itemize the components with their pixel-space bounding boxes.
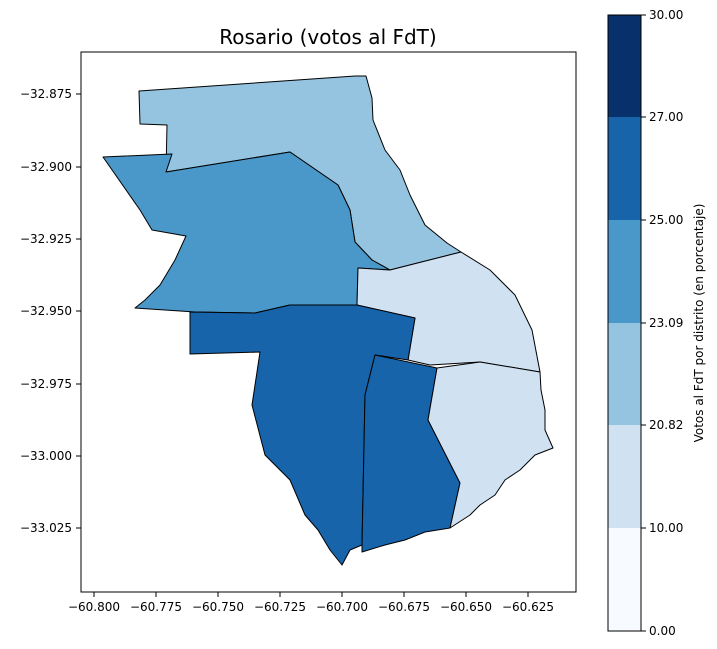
x-tick-label: −60.650: [440, 600, 492, 614]
colorbar-segment: [608, 15, 641, 117]
colorbar: 0.00 10.00 20.82 23.09 25.00 27.00 30.00…: [607, 8, 706, 638]
colorbar-tick-label: 25.00: [649, 213, 683, 227]
colorbar-label: Votos al FdT por distrito (en porcentaje…: [692, 204, 706, 443]
colorbar-segment: [608, 425, 641, 528]
x-tick-label: −60.625: [502, 600, 554, 614]
colorbar-tick-label: 23.09: [649, 316, 683, 330]
colorbar-tick-label: 0.00: [649, 624, 676, 638]
x-tick-label: −60.800: [68, 600, 120, 614]
x-tick-label: −60.675: [378, 600, 430, 614]
colorbar-tick-label: 20.82: [649, 418, 683, 432]
colorbar-segment: [608, 528, 641, 631]
y-tick-label: −32.925: [20, 232, 72, 246]
y-tick-label: −32.950: [20, 304, 72, 318]
colorbar-segment: [608, 117, 641, 220]
y-tick-label: −32.975: [20, 377, 72, 391]
x-tick-label: −60.700: [316, 600, 368, 614]
x-tick-label: −60.750: [192, 600, 244, 614]
map-title: Rosario (votos al FdT): [219, 25, 436, 49]
colorbar-tick-label: 10.00: [649, 521, 683, 535]
colorbar-tick-label: 30.00: [649, 8, 683, 22]
x-tick-label: −60.725: [254, 600, 306, 614]
y-tick-label: −33.025: [20, 521, 72, 535]
y-tick-label: −32.875: [20, 87, 72, 101]
x-axis: −60.800 −60.775 −60.750 −60.725 −60.700 …: [68, 592, 554, 614]
colorbar-tick-label: 27.00: [649, 110, 683, 124]
district-center-south[interactable]: [189, 304, 416, 566]
district-southeast[interactable]: [427, 361, 554, 529]
y-tick-label: −32.900: [20, 160, 72, 174]
x-tick-label: −60.775: [130, 600, 182, 614]
y-axis: −32.875 −32.900 −32.925 −32.950 −32.975 …: [20, 87, 81, 535]
colorbar-segment: [608, 220, 641, 323]
y-tick-label: −33.000: [20, 449, 72, 463]
districts: [102, 75, 554, 566]
colorbar-segment: [608, 323, 641, 425]
